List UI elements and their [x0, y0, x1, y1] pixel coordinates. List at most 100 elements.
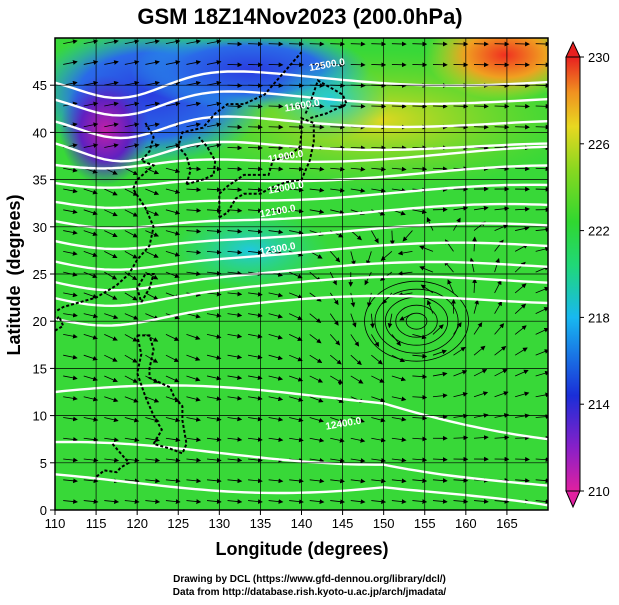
wind-streamline: [186, 354, 201, 361]
wind-streamline: [124, 417, 140, 423]
wind-streamline: [83, 478, 99, 484]
wind-streamline: [248, 229, 263, 234]
wind-streamline: [165, 334, 180, 341]
x-tick-label: 135: [250, 516, 272, 531]
wind-streamline: [412, 209, 427, 215]
wind-streamline: [248, 354, 263, 360]
wind-streamline: [206, 143, 222, 148]
wind-streamline: [186, 249, 202, 255]
y-tick-label: 15: [33, 361, 47, 376]
wind-streamline: [350, 334, 360, 347]
wind-streamline: [309, 187, 325, 193]
wind-streamline: [206, 291, 222, 297]
wind-streamline: [289, 187, 304, 193]
wind-streamline: [104, 375, 118, 383]
wind-streamline: [371, 188, 386, 194]
wind-streamline: [145, 478, 161, 484]
wind-streamline: [186, 143, 201, 148]
wind-streamline: [268, 499, 284, 504]
wind-streamline: [350, 230, 362, 241]
wind-streamline: [124, 271, 138, 281]
wind-streamline: [104, 143, 119, 148]
wind-streamline: [145, 80, 160, 86]
wind-streamline: [419, 245, 434, 252]
x-tick-label: 150: [373, 516, 395, 531]
wind-streamline: [145, 292, 159, 300]
wind-streamline: [104, 437, 119, 443]
wind-streamline: [248, 291, 263, 297]
wind-streamline: [535, 392, 548, 398]
wind-streamline: [206, 270, 222, 276]
wind-streamline: [206, 457, 222, 463]
wind-streamline: [494, 413, 510, 418]
wind-streamline: [206, 60, 222, 65]
wind-streamline: [515, 166, 530, 172]
wind-streamline: [104, 292, 118, 300]
wind-streamline: [83, 143, 99, 148]
wind-streamline: [412, 353, 428, 359]
wind-streamline: [124, 230, 138, 238]
wind-streamline: [63, 396, 78, 401]
colorbar-tick-label: 218: [588, 310, 610, 325]
wind-streamline: [83, 396, 99, 402]
wind-streamline: [83, 271, 98, 279]
wind-streamline: [371, 166, 387, 172]
wind-streamline: [473, 345, 486, 356]
wind-streamline: [165, 271, 180, 279]
wind-streamline: [186, 437, 202, 442]
wind-streamline: [186, 60, 201, 65]
wind-streamline: [268, 187, 284, 193]
x-tick-label: 155: [414, 516, 436, 531]
wind-streamline: [535, 307, 548, 315]
y-tick-label: 0: [40, 503, 47, 518]
wind-streamline: [124, 101, 140, 107]
y-axis-ticks: 0 5 10 15 20 25 30 35 40 45: [33, 78, 55, 518]
wind-streamline: [447, 279, 454, 294]
wind-streamline: [83, 313, 99, 319]
colorbar-tick-label: 210: [588, 484, 610, 499]
wind-streamline: [412, 478, 428, 484]
wind-streamline: [227, 333, 243, 339]
wind-streamline: [83, 209, 98, 216]
wind-streamline: [124, 334, 138, 342]
wind-streamline: [391, 334, 401, 347]
wind-streamline: [289, 313, 303, 321]
wind-streamline: [227, 354, 243, 360]
wind-streamline: [473, 369, 488, 377]
y-tick-label: 35: [33, 173, 47, 188]
wind-streamline: [206, 396, 222, 401]
wind-streamline: [289, 478, 304, 484]
wind-streamline: [206, 416, 222, 422]
wind-streamline: [165, 39, 181, 45]
wind-streamline: [63, 457, 78, 463]
wind-streamline: [145, 499, 161, 504]
wind-streamline: [227, 166, 243, 172]
wind-streamline: [371, 417, 386, 423]
wind-streamline: [309, 166, 325, 172]
wind-streamline: [494, 300, 503, 314]
wind-streamline: [289, 375, 304, 382]
wind-streamline: [371, 354, 383, 365]
wind-streamline: [472, 278, 477, 293]
wind-streamline: [289, 208, 304, 214]
plot-area: 12500.011600.011900.012000.012100.012300…: [55, 38, 548, 510]
wind-streamline: [186, 375, 201, 382]
wind-streamline: [432, 499, 448, 504]
wind-streamline: [350, 251, 356, 266]
wind-streamline: [206, 39, 222, 45]
coastline: [55, 314, 65, 332]
wind-streamline: [186, 478, 202, 484]
wind-streamline: [186, 499, 202, 504]
wind-streamline: [145, 457, 161, 463]
wind-streamline: [329, 251, 341, 263]
wind-streamline: [165, 230, 181, 236]
wind-streamline: [453, 478, 469, 483]
wind-streamline: [104, 396, 119, 403]
wind-streamline: [206, 375, 222, 381]
wind-streamline: [63, 375, 78, 381]
wind-streamline: [309, 396, 324, 403]
wind-streamline: [104, 122, 119, 128]
wind-streamline: [145, 167, 160, 175]
wind-streamline: [165, 209, 181, 215]
credit-line-2: Data from http://database.rish.kyoto-u.a…: [172, 587, 447, 598]
